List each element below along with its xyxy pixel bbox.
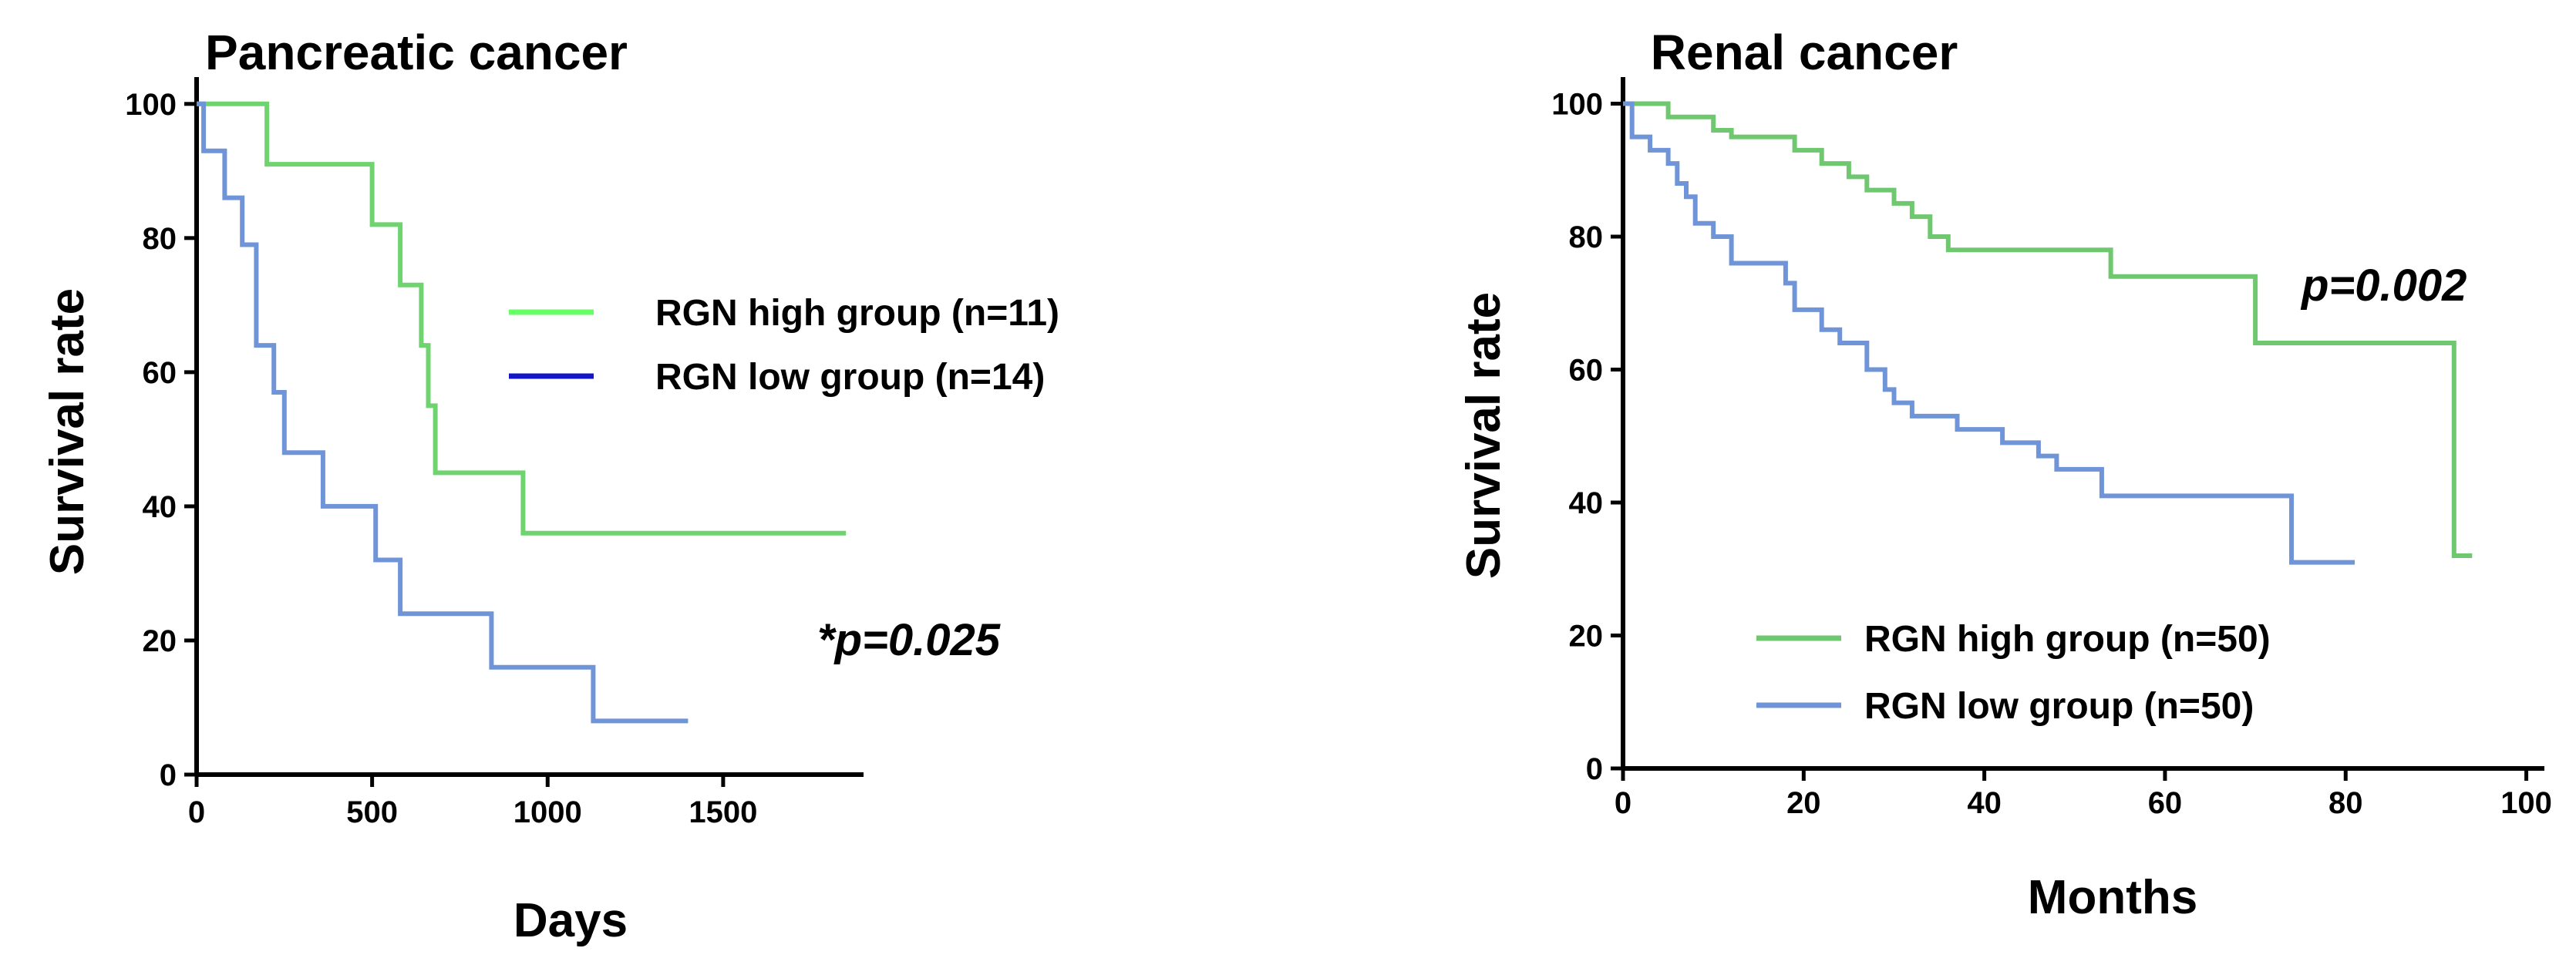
high-group-curve	[197, 101, 847, 536]
legend-label-high: RGN high group (n=50)	[1864, 619, 2271, 660]
legend-label-low: RGN low group (n=50)	[1864, 686, 2254, 727]
legend: RGN high group (n=50) RGN low group (n=5…	[1756, 619, 2271, 727]
legend: RGN high group (n=11) RGN low group (n=1…	[509, 293, 1059, 398]
y-tick-label: 100	[125, 88, 177, 122]
survival-curves	[1623, 101, 2473, 565]
p-value-annotation: *p=0.025	[817, 615, 1001, 665]
x-tick-label: 500	[346, 795, 398, 829]
x-tick-label: 100	[2500, 786, 2552, 820]
x-axis-label: Months	[2028, 871, 2197, 924]
chart-title: Pancreatic cancer	[205, 25, 628, 80]
y-tick-label: 60	[1569, 354, 1604, 388]
y-tick-label: 20	[1569, 620, 1604, 654]
x-tick-label: 1000	[514, 795, 582, 829]
y-axis-label: Survival rate	[41, 288, 94, 575]
x-tick-label: 20	[1786, 786, 1821, 820]
renal-chart: Renal cancer Months Survival rate 0 20 40 6…	[1457, 25, 2552, 924]
x-tick-label: 1500	[689, 795, 757, 829]
y-tick-label: 60	[143, 356, 177, 390]
legend-label-high: RGN high group (n=11)	[655, 293, 1059, 334]
x-tick-label: 60	[2148, 786, 2183, 820]
x-tick-label: 0	[188, 795, 205, 829]
y-tick-label: 0	[1586, 752, 1603, 786]
y-tick-label: 0	[160, 758, 177, 792]
survival-curves	[197, 101, 847, 724]
low-group-curve	[1623, 101, 2355, 565]
axes: 0 20 40 60 80 100 0 20 40 60 80 100	[1551, 77, 2552, 820]
x-tick-label: 80	[2329, 786, 2363, 820]
y-tick-label: 80	[143, 222, 177, 256]
x-tick-label: 0	[1615, 786, 1631, 820]
low-group-curve	[197, 101, 689, 724]
y-tick-label: 80	[1569, 220, 1604, 254]
p-value-annotation: p=0.002	[2300, 261, 2467, 311]
x-tick-label: 40	[1967, 786, 2002, 820]
y-axis-label: Survival rate	[1457, 292, 1510, 579]
x-axis-label: Days	[514, 894, 628, 947]
high-group-curve	[1623, 101, 2473, 558]
pancreatic-chart: Pancreatic cancer Days Survival rate 0 20…	[41, 25, 1059, 947]
y-tick-label: 40	[1569, 486, 1604, 520]
chart-title: Renal cancer	[1651, 25, 1958, 80]
legend-label-low: RGN low group (n=14)	[655, 357, 1045, 398]
y-tick-label: 40	[143, 490, 177, 524]
y-tick-label: 20	[143, 624, 177, 658]
y-tick-label: 100	[1551, 88, 1603, 122]
